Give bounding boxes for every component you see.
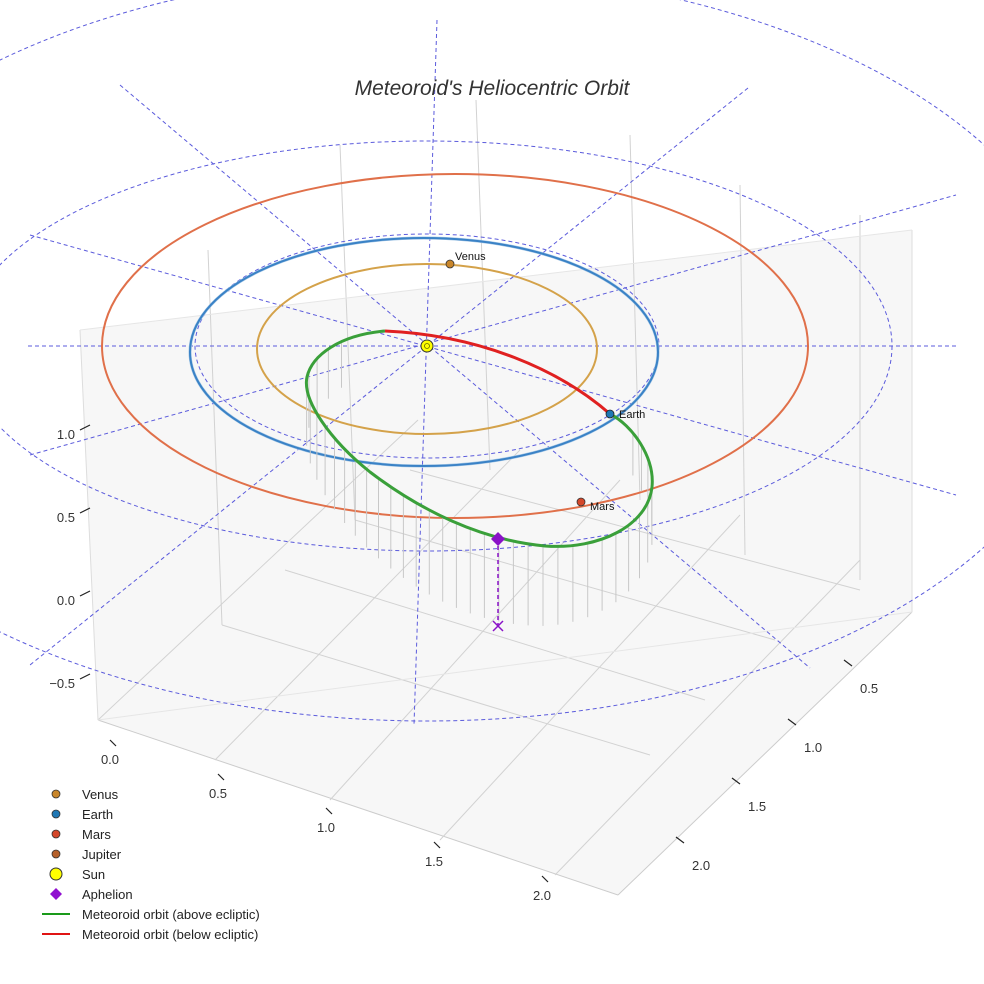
z-tick-label: 1.0 — [57, 427, 75, 442]
z-tick-label: 0.0 — [57, 593, 75, 608]
chart-title: Meteoroid's Heliocentric Orbit — [355, 77, 631, 100]
x-tick-mark — [433, 841, 441, 849]
planet-orbits — [101, 173, 809, 519]
z-tick-mark — [79, 590, 91, 597]
venus-marker — [445, 259, 455, 269]
x-tick-mark — [109, 739, 117, 747]
legend-item: Jupiter — [51, 847, 122, 862]
orbit-venus — [256, 263, 598, 435]
legend-label: Mars — [82, 827, 111, 842]
legend-item: Earth — [51, 807, 113, 822]
axis-panes — [79, 230, 913, 896]
sun-marker — [420, 339, 434, 353]
grid-lines — [79, 99, 913, 876]
y-tick-label: 0.5 — [860, 681, 878, 696]
mars-label: Mars — [590, 501, 615, 513]
x-tick-mark — [541, 875, 549, 883]
aphelion-group — [491, 532, 505, 632]
y-tick-mark — [843, 659, 853, 667]
legend-label: Meteoroid orbit (above ecliptic) — [82, 907, 260, 922]
legend-item: Mars — [51, 827, 111, 842]
legend: Venus Earth Mars Jupiter Sun Aphelion Meteoroi… — [42, 787, 260, 942]
x-tick-label: 0.5 — [209, 786, 227, 801]
x-tick-label: 2.0 — [533, 888, 551, 903]
legend-label: Earth — [82, 807, 113, 822]
mars-marker — [576, 497, 586, 507]
legend-item: Meteoroid orbit (below ecliptic) — [42, 927, 258, 942]
orbit-mars — [101, 173, 809, 519]
legend-label: Venus — [82, 787, 119, 802]
y-axis-ticks: 0.5 1.0 1.5 2.0 — [675, 659, 878, 873]
legend-label: Sun — [82, 867, 105, 882]
x-tick-label: 0.0 — [101, 752, 119, 767]
y-tick-mark — [675, 836, 685, 844]
z-axis-ticks: 1.0 0.5 0.0 −0.5 — [49, 424, 91, 691]
meteoroid-orbit-below — [384, 329, 611, 416]
y-tick-label: 2.0 — [692, 858, 710, 873]
legend-swatch — [49, 867, 63, 881]
legend-item: Aphelion — [50, 887, 133, 902]
legend-item: Venus — [51, 787, 119, 802]
x-tick-mark — [217, 773, 225, 781]
legend-swatch — [51, 849, 61, 859]
legend-item: Meteoroid orbit (above ecliptic) — [42, 907, 260, 922]
aphelion-marker — [491, 532, 505, 546]
legend-label: Jupiter — [82, 847, 122, 862]
aphelion-projection-marker — [492, 620, 504, 632]
venus-label: Venus — [455, 251, 486, 263]
legend-label: Aphelion — [82, 887, 133, 902]
orbit-drop-lines — [306, 341, 653, 626]
orbit-earth — [189, 237, 659, 467]
y-tick-label: 1.0 — [804, 740, 822, 755]
x-tick-mark — [325, 807, 333, 815]
x-tick-label: 1.0 — [317, 820, 335, 835]
z-tick-mark — [79, 673, 91, 680]
z-tick-mark — [79, 424, 91, 431]
earth-label: Earth — [619, 409, 645, 421]
y-tick-label: 1.5 — [748, 799, 766, 814]
earth-marker — [605, 409, 615, 419]
legend-swatch — [50, 888, 62, 900]
z-tick-label: 0.5 — [57, 510, 75, 525]
legend-swatch — [51, 829, 61, 839]
x-axis-ticks: 0.0 0.5 1.0 1.5 2.0 — [101, 739, 551, 903]
z-tick-mark — [79, 507, 91, 514]
y-tick-mark — [787, 718, 797, 726]
legend-item: Sun — [49, 867, 105, 882]
x-tick-label: 1.5 — [425, 854, 443, 869]
legend-swatch — [51, 809, 61, 819]
legend-swatch — [51, 789, 61, 799]
z-tick-label: −0.5 — [49, 676, 75, 691]
meteoroid-orbit-above — [304, 329, 654, 548]
y-tick-mark — [731, 777, 741, 785]
legend-label: Meteoroid orbit (below ecliptic) — [82, 927, 258, 942]
